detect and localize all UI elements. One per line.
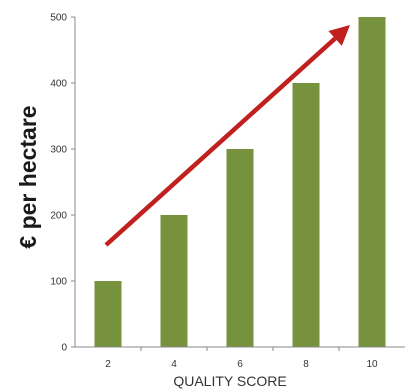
x-tick-label: 8: [303, 359, 309, 370]
bar: [94, 281, 122, 347]
bar: [160, 215, 188, 347]
bars: [94, 17, 386, 347]
bar: [358, 17, 386, 347]
trend-arrow: [104, 25, 350, 247]
y-tick-label: 300: [50, 145, 67, 156]
y-tick-label: 500: [50, 13, 67, 24]
x-axis-title: QUALITY SCORE: [173, 373, 286, 389]
x-tick-label: 2: [105, 359, 111, 370]
x-axis-ticks: 2 4 6 8 10: [105, 347, 378, 370]
y-axis-ticks: 0 100 200 300 400 500: [50, 13, 75, 354]
bar: [226, 149, 254, 347]
x-tick-label: 4: [171, 359, 177, 370]
y-axis-title: € per hectare: [15, 105, 41, 248]
y-tick-label: 400: [50, 79, 67, 90]
y-tick-label: 0: [61, 343, 67, 354]
y-tick-label: 200: [50, 211, 67, 222]
bar: [292, 83, 320, 347]
trend-arrow-head: [328, 25, 350, 46]
x-tick-label: 10: [366, 359, 378, 370]
x-tick-label: 6: [237, 359, 243, 370]
y-tick-label: 100: [50, 277, 67, 288]
trend-arrow-shaft: [104, 36, 337, 247]
